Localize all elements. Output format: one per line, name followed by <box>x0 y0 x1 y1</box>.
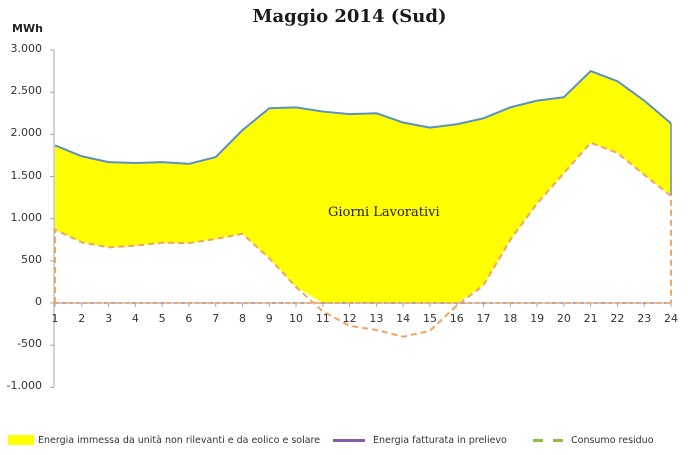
x-tick-label: 7 <box>212 312 220 325</box>
x-tick-label: 16 <box>449 312 464 325</box>
y-tick-label: 500 <box>21 252 42 266</box>
legend-swatch-green-dash <box>533 438 563 442</box>
x-tick-label: 5 <box>158 312 166 325</box>
legend-item-consumo-residuo: Consumo residuo <box>533 432 654 448</box>
legend-item-energia-immessa: Energia immessa da unità non rilevanti e… <box>8 432 320 448</box>
x-tick-label: 2 <box>78 312 86 325</box>
y-tick-label: 2.500 <box>10 84 43 98</box>
x-tick-label: 3 <box>105 312 113 325</box>
x-tick-label: 1 <box>51 312 59 325</box>
y-tick-label: -500 <box>17 337 42 351</box>
y-tick-label: 3.000 <box>10 42 43 55</box>
x-tick-label: 23 <box>637 312 652 325</box>
legend-swatch-purple-line <box>333 438 365 442</box>
chart-legend: Energia immessa da unità non rilevanti e… <box>8 432 699 448</box>
x-tick-label: 20 <box>556 312 571 325</box>
x-tick-label: 21 <box>583 312 598 325</box>
x-tick-label: 12 <box>342 312 357 325</box>
line-consumo-residuo <box>54 141 672 338</box>
x-tick-label: 8 <box>238 312 246 325</box>
x-tick-label: 6 <box>185 312 193 325</box>
area-energia-immessa <box>55 71 671 303</box>
x-tick-label: 11 <box>315 312 330 325</box>
legend-swatch-yellow-area <box>8 435 34 445</box>
x-tick-label: 17 <box>476 312 491 325</box>
x-tick-label: 4 <box>131 312 139 325</box>
legend-item-energia-fatturata: Energia fatturata in prelievo <box>333 432 507 448</box>
y-tick-label: -1.000 <box>6 379 42 393</box>
x-tick-label: 14 <box>396 312 411 325</box>
y-tick-label: 1.500 <box>10 168 43 182</box>
x-tick-label: 10 <box>289 312 304 325</box>
legend-label: Energia immessa da unità non rilevanti e… <box>38 434 321 446</box>
x-tick-label: 9 <box>265 312 273 325</box>
x-tick-label: 22 <box>610 312 625 325</box>
x-tick-label: 13 <box>369 312 384 325</box>
y-axis-unit-label: MWh <box>12 22 43 35</box>
x-tick-label: 24 <box>664 312 678 325</box>
x-tick-label: 15 <box>422 312 437 325</box>
y-tick-label: 2.000 <box>10 126 43 140</box>
x-tick-label: 18 <box>503 312 518 325</box>
y-tick-label: 1.000 <box>10 210 43 224</box>
chart-title: Maggio 2014 (Sud) <box>252 6 447 27</box>
chart-annotation: Giorni Lavorativi <box>328 205 440 220</box>
area-upper-border <box>54 69 672 165</box>
legend-label: Energia fatturata in prelievo <box>373 434 507 446</box>
x-tick-label: 19 <box>530 312 545 325</box>
legend-label: Consumo residuo <box>571 434 654 446</box>
y-tick-label: 0 <box>35 295 42 308</box>
